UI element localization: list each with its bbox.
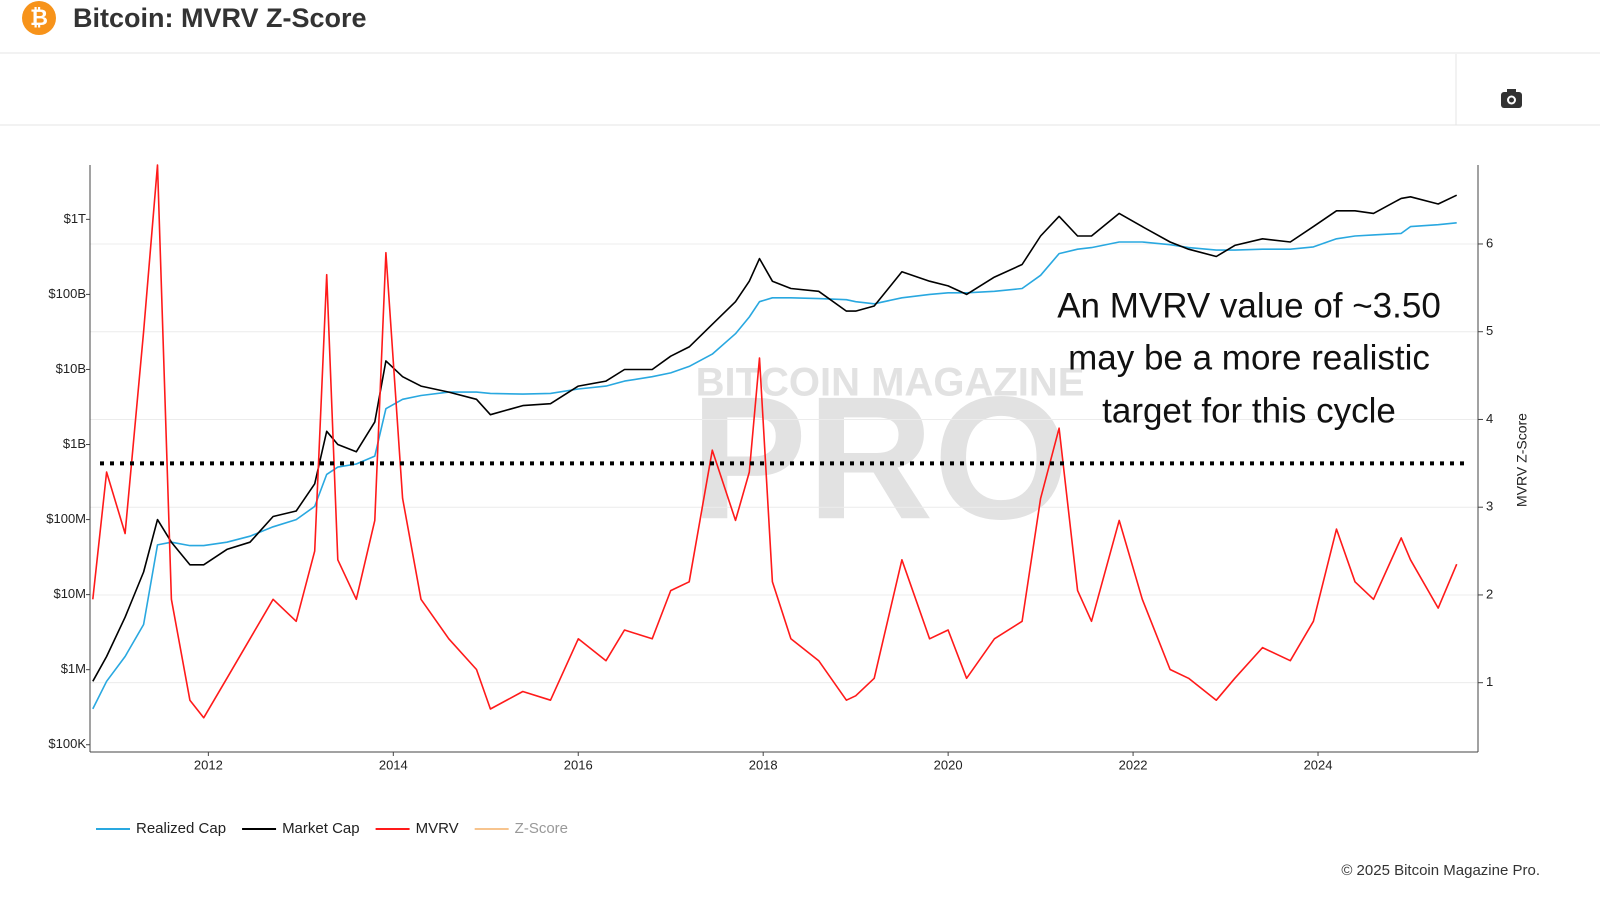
series-line — [92, 222, 1457, 710]
legend-label: MVRV — [416, 820, 459, 837]
y-tick-label: $1T — [64, 211, 86, 226]
x-tick-label: 2018 — [749, 757, 778, 772]
page-title: Bitcoin: MVRV Z-Score — [73, 3, 367, 33]
y-tick-label: $10B — [56, 361, 86, 376]
annotation: target for this cycle — [1102, 391, 1396, 430]
footer: © 2025 Bitcoin Magazine Pro. — [1341, 862, 1540, 879]
bitcoin-icon — [22, 1, 56, 35]
x-tick-label: 2024 — [1304, 757, 1333, 772]
plot-area: 1 2 3 4 5 6 $100K $1M $10M $100M $1B $10B $100B $1T 20… — [46, 164, 1493, 772]
legend-item[interactable]: MVRV — [375, 820, 459, 837]
watermark-text: PRO — [690, 361, 1069, 556]
y-tick-label: $100K — [48, 736, 86, 751]
y-tick-label: $100M — [46, 511, 86, 526]
x-tick-label: 2020 — [934, 757, 963, 772]
y2-tick-label: 2 — [1486, 586, 1493, 601]
x-tick-label: 2022 — [1119, 757, 1148, 772]
y2-tick-label: 1 — [1486, 674, 1493, 689]
x-tick-label: 2016 — [564, 757, 593, 772]
y-tick-label: $1M — [61, 661, 86, 676]
annotation: may be a more realistic — [1068, 338, 1430, 377]
legend-label: Realized Cap — [136, 820, 226, 837]
watermark: BITCOIN MAGAZINE PRO — [690, 361, 1084, 557]
y2-tick-label: 6 — [1486, 235, 1493, 250]
y-tick-label: $1B — [63, 436, 86, 451]
y2-tick-label: 5 — [1486, 323, 1493, 338]
legend-label: Market Cap — [282, 820, 360, 837]
bitcoin-icon-glyph: ₿ — [30, 5, 48, 30]
legend-item[interactable]: Z-Score — [474, 820, 568, 837]
y2-tick-label: 3 — [1486, 499, 1493, 514]
series-line — [92, 164, 1458, 719]
y-tick-label: $100B — [48, 286, 86, 301]
legend-item[interactable]: Market Cap — [242, 820, 360, 837]
y2-axis-title: MVRV Z-Score — [1514, 413, 1530, 507]
x-tick-label: 2012 — [194, 757, 223, 772]
y2-tick-label: 4 — [1486, 411, 1493, 426]
y-tick-label: $10M — [53, 586, 86, 601]
camera-lens-inner[interactable] — [1509, 97, 1514, 103]
legend-label: Z-Score — [515, 820, 568, 837]
series-line — [92, 194, 1458, 682]
legend-item[interactable]: Realized Cap — [96, 820, 226, 837]
camera-button[interactable] — [1501, 89, 1522, 108]
annotation: An MVRV value of ~3.50 — [1057, 286, 1441, 325]
camera-top[interactable] — [1507, 89, 1516, 93]
x-tick-label: 2014 — [379, 757, 408, 772]
